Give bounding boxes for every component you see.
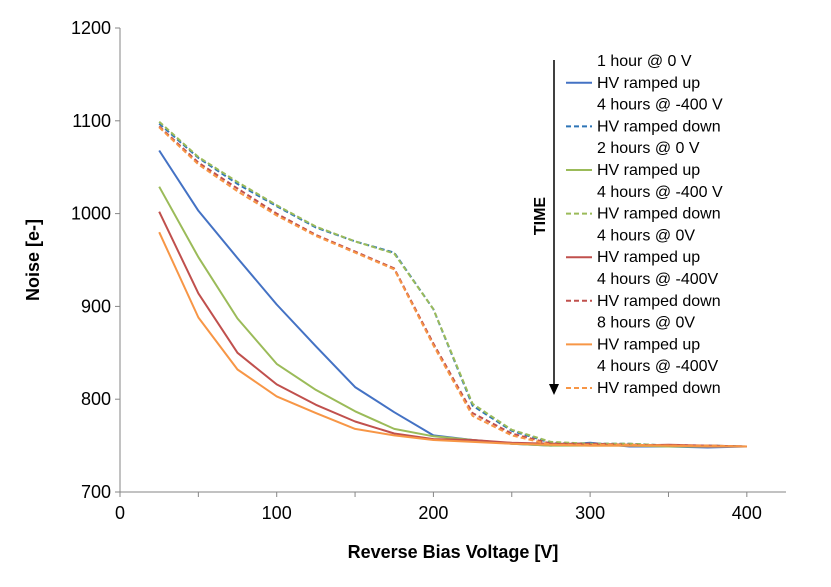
legend-label: HV ramped up xyxy=(597,162,700,179)
series-line-2 xyxy=(158,122,747,448)
legend-label: 4 hours @ -400V xyxy=(597,358,719,375)
y-axis-title: Noise [e-] xyxy=(23,219,43,301)
y-tick-label: 1000 xyxy=(71,204,111,224)
x-tick-label: 100 xyxy=(262,503,292,523)
time-arrow-head xyxy=(549,384,559,395)
x-tick-label: 200 xyxy=(418,503,448,523)
legend-label: 4 hours @ -400 V xyxy=(597,184,723,201)
series-line-8 xyxy=(158,126,747,448)
legend-label: 8 hours @ 0V xyxy=(597,315,695,332)
y-tick-label: 1100 xyxy=(72,111,111,131)
x-tick-label: 400 xyxy=(732,503,762,523)
series-layer xyxy=(158,120,747,449)
legend-label: 1 hour @ 0 V xyxy=(597,53,692,70)
axes: 700 800 900 1000 1100 1200 0 100 200 300 400 xyxy=(71,18,786,523)
y-tick-label: 900 xyxy=(81,296,111,316)
legend-label: HV ramped up xyxy=(597,336,700,353)
y-tick-label: 800 xyxy=(81,389,111,409)
legend: 1 hour @ 0 V HV ramped up 4 hours @ -400 V… xyxy=(566,53,723,397)
legend-label: 4 hours @ -400V xyxy=(597,271,719,288)
legend-label: HV ramped up xyxy=(597,249,700,266)
time-label: TIME xyxy=(532,197,549,236)
x-tick-label: 300 xyxy=(575,503,605,523)
legend-label: HV ramped down xyxy=(597,380,721,397)
x-tick-label: 0 xyxy=(115,503,125,523)
legend-label: HV ramped up xyxy=(597,75,700,92)
legend-label: HV ramped down xyxy=(597,206,721,223)
legend-label: 2 hours @ 0 V xyxy=(597,140,700,157)
x-axis-title: Reverse Bias Voltage [V] xyxy=(348,542,559,562)
y-tick-label: 700 xyxy=(81,482,111,502)
legend-label: HV ramped down xyxy=(597,293,721,310)
legend-label: 4 hours @ -400 V xyxy=(597,97,723,114)
legend-label: HV ramped down xyxy=(597,118,721,135)
legend-label: 4 hours @ 0V xyxy=(597,227,695,244)
time-annotation: TIME xyxy=(532,60,559,395)
y-tick-label: 1200 xyxy=(71,18,111,38)
series-line-6 xyxy=(158,125,747,448)
